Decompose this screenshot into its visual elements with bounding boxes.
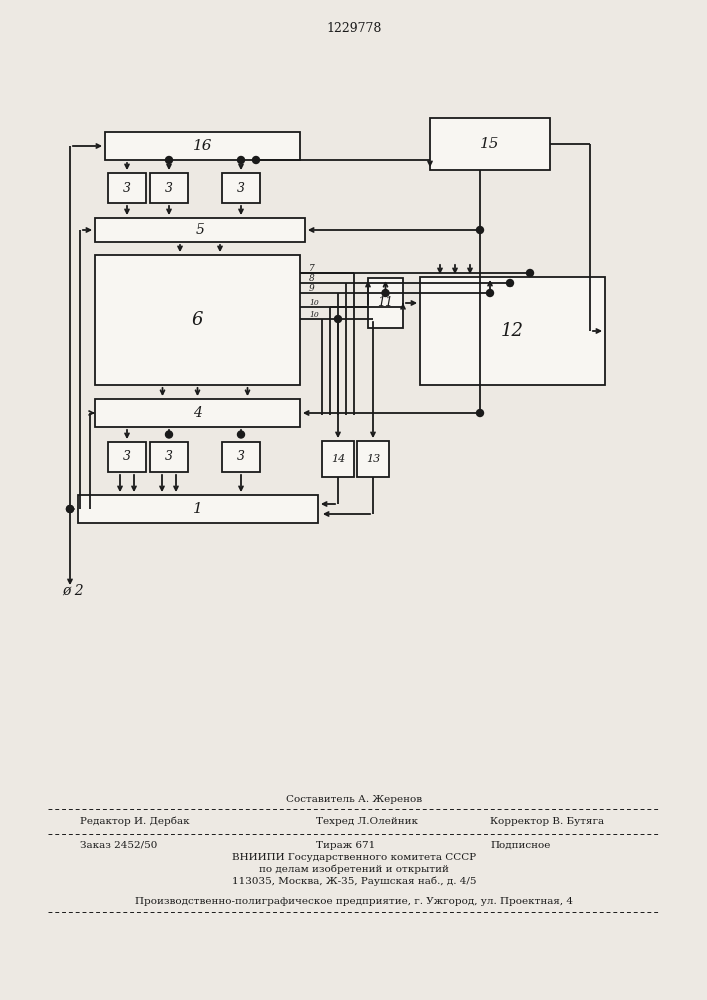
Text: Подписное: Подписное [490,840,550,850]
Text: 15: 15 [480,137,500,151]
Text: 3: 3 [237,182,245,194]
Text: 10: 10 [309,299,319,307]
Circle shape [477,410,484,416]
Text: Заказ 2452/50: Заказ 2452/50 [80,840,158,850]
Bar [95,218,305,242]
Text: ВНИИПИ Государственного комитета СССР: ВНИИПИ Государственного комитета СССР [232,852,476,861]
Circle shape [165,431,173,438]
Text: Составитель А. Жеренов: Составитель А. Жеренов [286,796,422,804]
Circle shape [486,290,493,296]
Text: Корректор В. Бутяга: Корректор В. Бутяга [490,816,604,826]
Circle shape [165,156,173,163]
Circle shape [506,279,513,286]
Text: 12: 12 [501,322,524,340]
Text: 3: 3 [165,450,173,464]
Bar [222,442,260,472]
Text: 3: 3 [165,182,173,194]
Text: 113035, Москва, Ж-35, Раушская наб., д. 4/5: 113035, Москва, Ж-35, Раушская наб., д. … [232,876,477,886]
Text: Тираж 671: Тираж 671 [316,840,375,850]
Circle shape [66,506,74,512]
Text: ø 2: ø 2 [62,584,83,598]
Bar [78,495,318,523]
Bar [357,441,389,477]
Circle shape [334,316,341,322]
Bar [95,255,300,385]
Bar [222,173,260,203]
Text: 3: 3 [123,450,131,464]
Text: 5: 5 [196,223,204,237]
Text: 6: 6 [192,311,203,329]
Circle shape [527,269,534,276]
Text: 10: 10 [309,311,319,319]
Text: по делам изобретений и открытий: по делам изобретений и открытий [259,864,449,874]
Bar [368,278,403,328]
Bar [150,442,188,472]
Circle shape [238,156,245,163]
Text: 1: 1 [193,502,203,516]
Text: 3: 3 [123,182,131,194]
Text: 4: 4 [193,406,202,420]
Bar [95,399,300,427]
Text: 8: 8 [309,274,315,283]
Text: Редактор И. Дербак: Редактор И. Дербак [80,816,189,826]
Bar [108,442,146,472]
Text: 11: 11 [378,296,394,310]
Circle shape [252,156,259,163]
Text: 3: 3 [237,450,245,464]
Circle shape [66,506,74,512]
Text: Производственно-полиграфическое предприятие, г. Ужгород, ул. Проектная, 4: Производственно-полиграфическое предприя… [135,896,573,906]
Circle shape [238,431,245,438]
Text: 7: 7 [309,264,315,273]
Bar [322,441,354,477]
Bar [108,173,146,203]
Circle shape [477,227,484,233]
Bar [430,118,550,170]
Bar [420,277,605,385]
Text: Техред Л.Олейник: Техред Л.Олейник [316,816,418,826]
Text: 14: 14 [331,454,345,464]
Circle shape [382,290,389,296]
Bar [105,132,300,160]
Text: 9: 9 [309,284,315,293]
Text: 13: 13 [366,454,380,464]
Text: 1229778: 1229778 [327,21,382,34]
Text: 16: 16 [193,139,212,153]
Bar [150,173,188,203]
